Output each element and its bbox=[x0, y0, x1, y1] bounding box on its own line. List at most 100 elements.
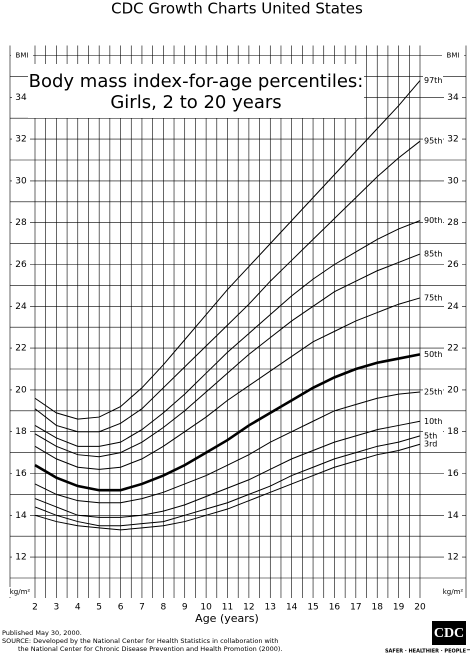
footer-text: the National Center for Chronic Disease … bbox=[18, 645, 283, 653]
tick-label-bg bbox=[444, 551, 462, 564]
x-tick-label: 2 bbox=[32, 603, 38, 613]
y-tick-label: 22 bbox=[447, 344, 458, 354]
x-tick-label: 7 bbox=[139, 603, 145, 613]
tick-label-bg bbox=[12, 300, 30, 313]
x-tick-label: 6 bbox=[118, 603, 124, 613]
y-tick-label: 24 bbox=[15, 302, 27, 312]
tick-label-bg bbox=[444, 467, 462, 480]
x-tick-label: 13 bbox=[265, 603, 276, 613]
y-tick-label: 18 bbox=[15, 427, 27, 437]
series-label: 50th bbox=[424, 350, 442, 359]
x-tick-label: 20 bbox=[414, 603, 426, 613]
logo-box bbox=[432, 621, 466, 645]
y-axis-label: kg/m² bbox=[10, 588, 31, 596]
percentile-line bbox=[34, 220, 421, 447]
y-tick-label: 26 bbox=[447, 260, 459, 270]
series-label: 97th bbox=[424, 76, 442, 85]
tick-label-bg bbox=[307, 601, 320, 612]
tick-label-bg bbox=[349, 601, 362, 612]
tick-label-bg bbox=[12, 425, 30, 438]
percentile-line bbox=[34, 140, 421, 433]
y-axis-label: BMI bbox=[16, 52, 29, 60]
chart-heading: Body mass index-for-age percentiles: bbox=[29, 71, 364, 92]
y-tick-label: 28 bbox=[447, 218, 459, 228]
series-label: 3rd bbox=[424, 440, 437, 449]
tick-label-bg bbox=[12, 383, 30, 396]
x-tick-label: 9 bbox=[182, 603, 188, 613]
series-label: 90th bbox=[424, 216, 442, 225]
y-axis-label: kg/m² bbox=[443, 588, 464, 596]
tick-label-bg bbox=[371, 601, 384, 612]
tick-label-bg bbox=[157, 601, 170, 612]
y-tick-label: 34 bbox=[15, 93, 27, 103]
footer-text: SOURCE: Developed by the National Center… bbox=[2, 637, 278, 645]
tick-label-bg bbox=[12, 216, 30, 229]
series-label: 75th bbox=[424, 293, 442, 302]
tick-label-bg bbox=[328, 601, 341, 612]
y-tick-label: 32 bbox=[447, 135, 458, 145]
y-axis-label: BMI bbox=[447, 52, 460, 60]
tick-label-bg bbox=[264, 601, 277, 612]
y-tick-label: 20 bbox=[15, 385, 27, 395]
y-tick-label: 12 bbox=[15, 553, 26, 563]
tick-label-bg bbox=[392, 601, 405, 612]
legend-bg bbox=[423, 386, 443, 397]
tick-label-bg bbox=[444, 216, 462, 229]
tagline: SAFER · HEALTHIER · PEOPLE™ bbox=[385, 649, 471, 655]
tick-label-bg bbox=[12, 509, 30, 522]
x-tick-label: 14 bbox=[286, 603, 298, 613]
tick-label-bg bbox=[444, 342, 462, 355]
percentile-line bbox=[34, 297, 421, 470]
tick-label-bg bbox=[200, 601, 213, 612]
tick-label-bg bbox=[414, 601, 426, 612]
x-axis-label: Age (years) bbox=[195, 612, 259, 625]
y-tick-label: 28 bbox=[15, 218, 27, 228]
tick-label-bg bbox=[444, 509, 462, 522]
x-tick-label: 18 bbox=[371, 603, 383, 613]
y-tick-label: 30 bbox=[15, 176, 27, 186]
y-tick-label: 24 bbox=[447, 302, 459, 312]
tick-label-bg bbox=[12, 342, 30, 355]
tick-label-bg bbox=[444, 133, 462, 146]
legend-bg bbox=[423, 439, 443, 450]
percentile-line bbox=[34, 420, 421, 518]
tick-label-bg bbox=[178, 601, 191, 612]
legend-bg bbox=[423, 215, 443, 226]
series-label: 25th bbox=[424, 387, 442, 396]
percentile-line bbox=[34, 253, 421, 458]
chart-heading: Girls, 2 to 20 years bbox=[110, 92, 281, 113]
legend-bg bbox=[423, 416, 443, 427]
x-tick-label: 17 bbox=[350, 603, 361, 613]
x-tick-label: 5 bbox=[96, 603, 102, 613]
y-tick-label: 34 bbox=[447, 93, 459, 103]
percentile-line bbox=[34, 435, 421, 527]
percentile-line bbox=[34, 80, 421, 420]
legend-bg bbox=[423, 430, 443, 441]
x-tick-label: 11 bbox=[222, 603, 233, 613]
x-tick-label: 19 bbox=[393, 603, 405, 613]
y-tick-label: 26 bbox=[15, 260, 27, 270]
y-tick-label: 18 bbox=[447, 427, 459, 437]
series-label: 5th bbox=[424, 431, 437, 440]
x-tick-label: 3 bbox=[54, 603, 60, 613]
footer-text: Published May 30, 2000. bbox=[2, 629, 82, 637]
legend-bg bbox=[423, 292, 443, 303]
tick-label-bg bbox=[285, 601, 298, 612]
tick-label-bg bbox=[93, 601, 106, 612]
series-label: 85th bbox=[424, 250, 442, 259]
tick-label-bg bbox=[242, 601, 255, 612]
tick-label-bg bbox=[135, 601, 148, 612]
percentile-line bbox=[34, 443, 421, 531]
y-tick-label: 30 bbox=[447, 176, 459, 186]
tick-label-bg bbox=[221, 601, 234, 612]
legend-bg bbox=[423, 136, 443, 147]
legend-bg bbox=[423, 75, 443, 86]
legend-bg bbox=[423, 249, 443, 260]
chart-title: CDC Growth Charts United States bbox=[111, 0, 363, 18]
logo: CDC bbox=[434, 626, 464, 641]
y-tick-label: 22 bbox=[15, 344, 26, 354]
x-tick-label: 10 bbox=[200, 603, 212, 613]
y-tick-label: 14 bbox=[15, 511, 27, 521]
